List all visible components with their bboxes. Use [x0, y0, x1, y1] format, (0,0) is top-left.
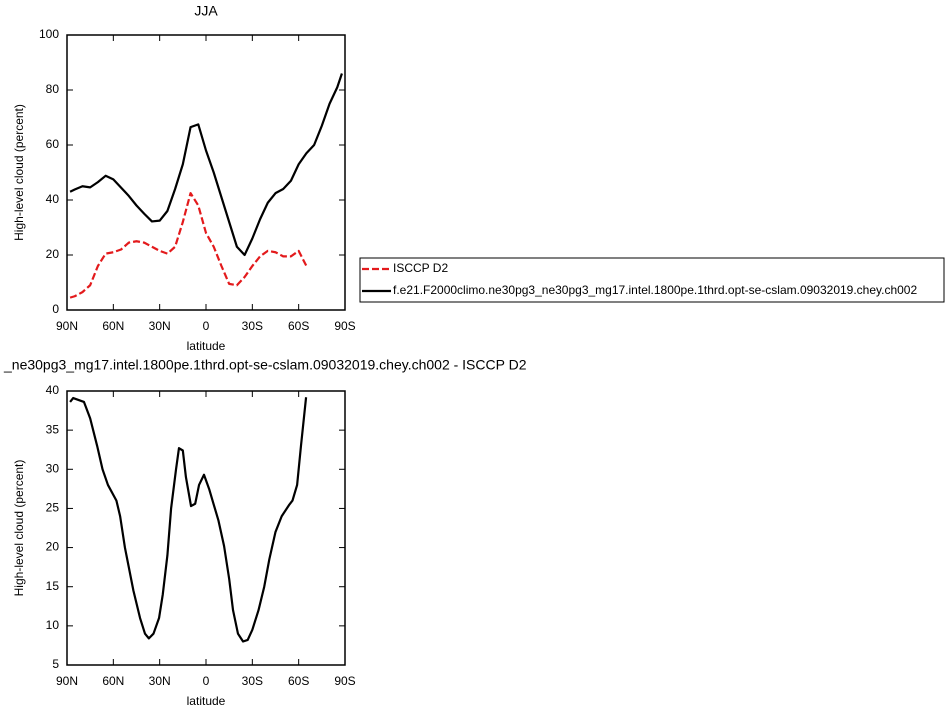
legend-box [359, 257, 945, 303]
plot-frame [66, 390, 346, 666]
y-tick-label: 0 [52, 302, 59, 316]
legend-label: f.e21.F2000climo.ne30pg3_ne30pg3_mg17.in… [393, 283, 917, 297]
data-line [69, 192, 308, 299]
x-tick-label: 90S [334, 674, 355, 688]
x-tick-label: 90N [56, 319, 78, 333]
x-tick-label: 30N [149, 319, 171, 333]
x-tick-label: 0 [203, 674, 210, 688]
y-tick-label: 35 [46, 422, 60, 436]
x-tick-label: 0 [203, 319, 210, 333]
y-tick-label: 40 [46, 192, 60, 206]
chart-title: JJA [194, 3, 218, 19]
y-tick-label: 100 [39, 27, 59, 41]
y-tick-label: 10 [46, 618, 60, 632]
data-line [69, 73, 343, 257]
y-axis-label: High-level cloud (percent) [12, 460, 26, 597]
legend-label: ISCCP D2 [393, 261, 448, 275]
y-tick-label: 25 [46, 501, 60, 515]
x-tick-label: 60S [288, 674, 309, 688]
x-tick-label: 30S [242, 674, 263, 688]
y-axis-label: High-level cloud (percent) [12, 104, 26, 241]
x-tick-label: 30S [242, 319, 263, 333]
x-tick-label: 60S [288, 319, 309, 333]
y-tick-label: 80 [46, 82, 60, 96]
plot-frame [66, 34, 346, 311]
x-axis-label: latitude [187, 694, 226, 708]
x-tick-label: 90N [56, 674, 78, 688]
x-axis-label: latitude [187, 339, 226, 353]
data-line [69, 396, 308, 643]
x-tick-label: 90S [334, 319, 355, 333]
x-tick-label: 60N [102, 674, 124, 688]
y-tick-label: 60 [46, 137, 60, 151]
chart-title: _ne30pg3_mg17.intel.1800pe.1thrd.opt-se-… [3, 357, 527, 373]
y-tick-label: 20 [46, 247, 60, 261]
y-tick-label: 20 [46, 540, 60, 554]
x-tick-label: 60N [102, 319, 124, 333]
y-tick-label: 40 [46, 383, 60, 397]
x-tick-label: 30N [149, 674, 171, 688]
y-tick-label: 15 [46, 579, 60, 593]
y-tick-label: 5 [52, 657, 59, 671]
y-tick-label: 30 [46, 461, 60, 475]
